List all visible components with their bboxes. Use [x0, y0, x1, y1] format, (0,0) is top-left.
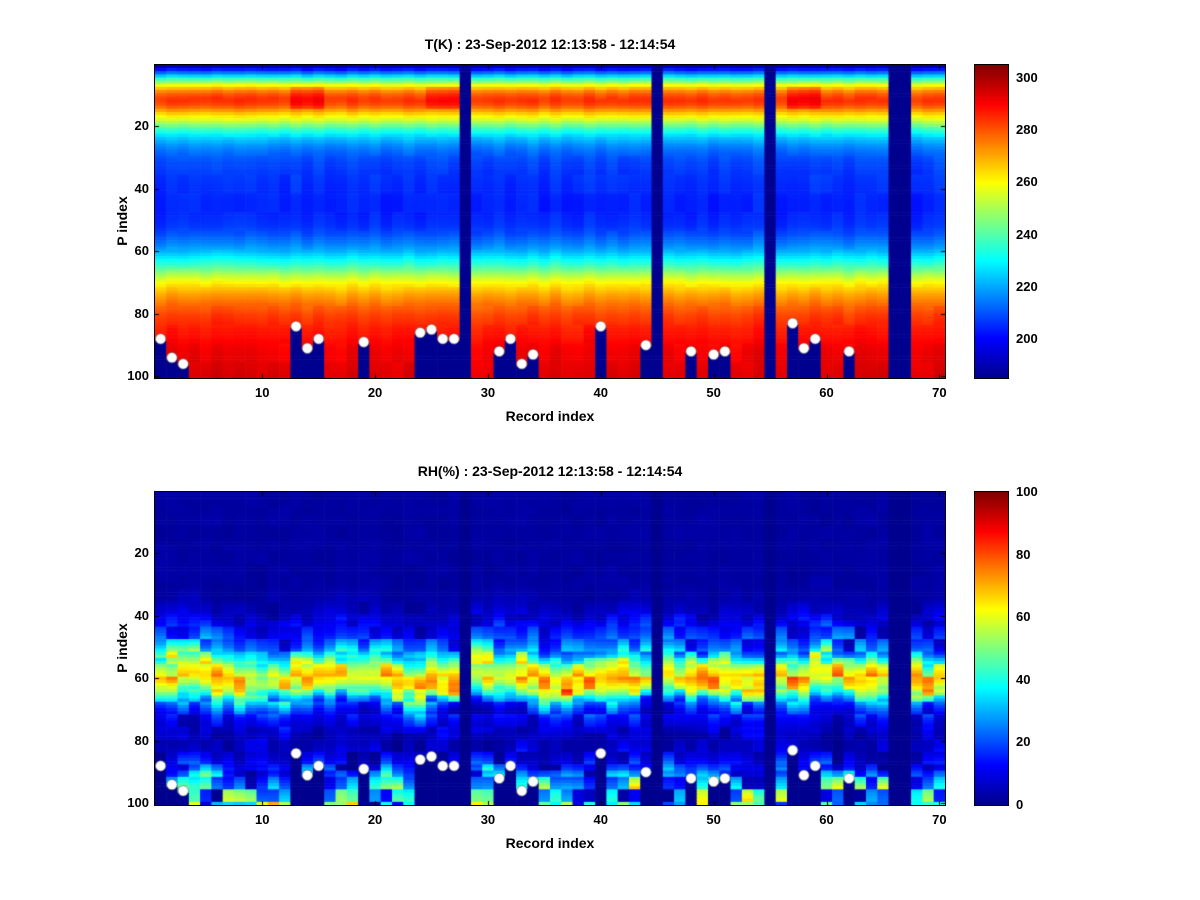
- temperature-plot-title: T(K) : 23-Sep-2012 12:13:58 - 12:14:54: [424, 36, 676, 52]
- y-tick-label: 60: [134, 670, 149, 686]
- temperature-axes-box: [154, 64, 946, 379]
- y-tick-label: 40: [134, 607, 149, 623]
- x-tick-label: 50: [706, 385, 721, 400]
- temperature-colorbar-canvas: [975, 65, 1008, 378]
- temperature-colorbar-box: [974, 64, 1009, 379]
- x-tick-label: 40: [593, 385, 609, 400]
- x-tick-label: 20: [367, 812, 383, 827]
- colorbar-tick-label: 280: [1016, 122, 1038, 138]
- x-tick-label: 30: [480, 812, 496, 827]
- x-tick-label: 50: [706, 812, 721, 827]
- humidity-axes-box: [154, 491, 946, 806]
- y-tick-label: 100: [127, 795, 149, 811]
- y-tick-label: 40: [134, 180, 149, 196]
- humidity-colorbar-canvas: [975, 492, 1008, 805]
- colorbar-tick-label: 100: [1016, 484, 1038, 499]
- humidity-y-axis-label: P index: [114, 623, 130, 673]
- humidity-x-axis-label: Record index: [505, 835, 595, 851]
- colorbar-tick-label: 260: [1016, 174, 1038, 190]
- y-tick-label: 20: [134, 545, 149, 561]
- colorbar-tick-label: 60: [1016, 609, 1031, 625]
- x-tick-label: 10: [254, 812, 270, 827]
- colorbar-tick-label: 240: [1016, 226, 1038, 242]
- x-tick-label: 60: [819, 385, 834, 400]
- x-tick-label: 60: [819, 812, 834, 827]
- x-tick-label: 70: [932, 812, 947, 827]
- x-tick-label: 70: [932, 385, 947, 400]
- colorbar-tick-label: 40: [1016, 671, 1031, 687]
- temperature-y-axis-label: P index: [114, 196, 130, 246]
- y-tick-label: 20: [134, 118, 149, 134]
- colorbar-tick-label: 220: [1016, 278, 1038, 294]
- y-tick-label: 60: [134, 243, 149, 259]
- y-tick-label: 80: [134, 305, 149, 321]
- y-tick-label: 100: [127, 368, 149, 384]
- colorbar-tick-label: 20: [1016, 734, 1031, 750]
- humidity-plot-title: RH(%) : 23-Sep-2012 12:13:58 - 12:14:54: [417, 463, 683, 479]
- humidity-heatmap-canvas: [155, 492, 945, 805]
- x-tick-label: 10: [254, 385, 270, 400]
- colorbar-tick-label: 0: [1016, 797, 1024, 812]
- x-tick-label: 40: [593, 812, 609, 827]
- x-tick-label: 20: [367, 385, 383, 400]
- temperature-heatmap-canvas: [155, 65, 945, 378]
- x-tick-label: 30: [480, 385, 496, 400]
- temperature-x-axis-label: Record index: [505, 408, 595, 424]
- y-tick-label: 80: [134, 732, 149, 748]
- colorbar-tick-label: 80: [1016, 546, 1031, 562]
- colorbar-tick-label: 200: [1016, 330, 1038, 346]
- colorbar-tick-label: 300: [1016, 70, 1038, 86]
- humidity-colorbar-box: [974, 491, 1009, 806]
